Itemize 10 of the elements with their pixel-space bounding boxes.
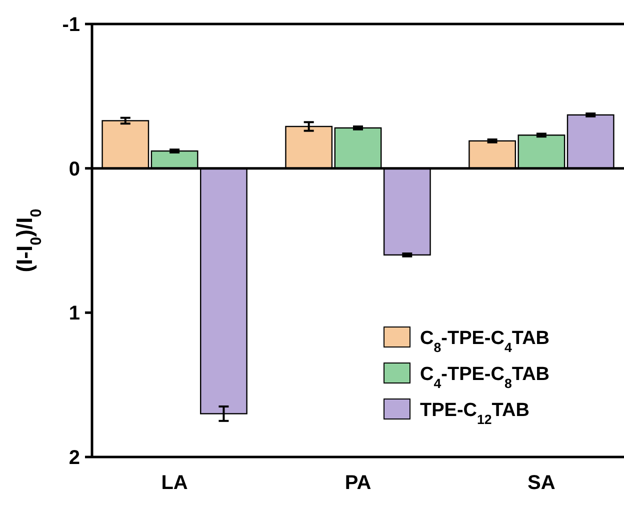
x-tick-label: LA <box>161 472 188 494</box>
legend-label: TPE-C$_{12}$TAB <box>420 400 530 426</box>
x-tick-label: PA <box>344 472 372 494</box>
y-tick-label: -1 <box>62 14 80 36</box>
y-tick-label: 0 <box>68 158 80 180</box>
y-tick-label: 1 <box>68 302 80 325</box>
x-tick-label: SA <box>528 472 556 494</box>
legend-label: C$_{4}$-TPE-C$_{8}$TAB <box>420 364 550 390</box>
y-tick-label: 2 <box>68 447 80 469</box>
legend-label: C$_{8}$-TPE-C$_{4}$TAB <box>420 328 550 354</box>
